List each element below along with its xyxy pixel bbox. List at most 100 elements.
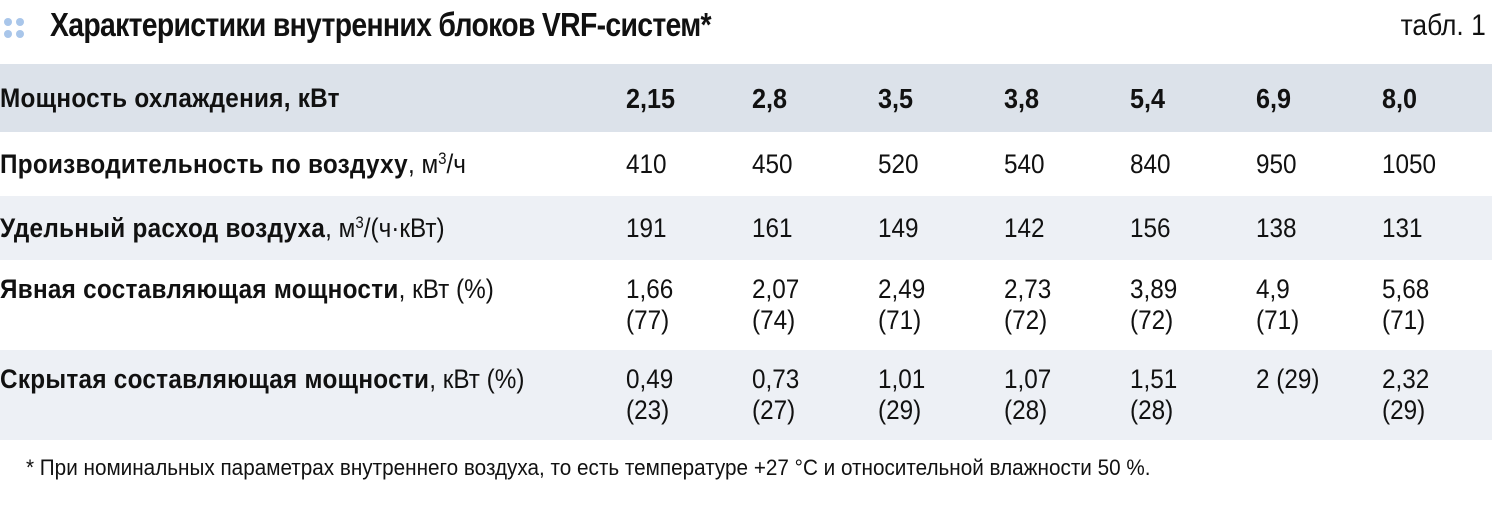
table-cell: 2,32 (29) [1382,350,1492,440]
cell-line: 161 [752,212,793,243]
cell-line: 8,0 [1382,82,1418,114]
cell-line: 2,49 [878,274,926,304]
cell-line: 1050 [1382,148,1437,179]
table-row: Скрытая составляющая мощности, кВт (%) 0,… [0,350,1492,440]
table-header: Характеристики внутренних блоков VRF-сис… [0,0,1492,56]
cell-line: 2,73 [1004,274,1052,304]
table-cell: 1,01 (29) [878,350,1004,440]
row-label: Мощность охлаждения, кВт [0,64,626,132]
table-cell: 4,9 (71) [1256,260,1382,350]
cell-line: (23) [626,395,670,425]
cell-line: 540 [1004,148,1045,179]
table-cell: 410 [626,132,752,196]
table-cell: 138 [1256,196,1382,260]
row-label-unit: , м [407,148,439,179]
cell-line: (77) [626,305,670,335]
table-cell: 450 [752,132,878,196]
row-label-bold: Мощность охлаждения, кВт [0,82,340,113]
table-cell: 840 [1130,132,1256,196]
cell-line: 149 [878,212,919,243]
cell-line: (29) [878,395,922,425]
table-cell: 131 [1382,196,1492,260]
row-label: Производительность по воздуху, м3/ч [0,132,626,196]
table-row: Мощность охлаждения, кВт 2,15 2,8 3,5 3,8 5,4… [0,64,1492,132]
row-label: Удельный расход воздуха, м3/(ч·кВт) [0,196,626,260]
cell-line: 142 [1004,212,1045,243]
table-cell: 2,07 (74) [752,260,878,350]
cell-line: 1,51 [1130,364,1178,394]
row-label-unit-sup: 3 [355,212,364,232]
cell-line: (71) [878,305,922,335]
page-title: Характеристики внутренних блоков VRF-сис… [50,6,712,43]
cell-line: (27) [752,395,796,425]
cell-line: (72) [1130,305,1174,335]
table-cell: 2,8 [752,64,878,132]
row-label-unit: , м [325,212,356,243]
row-label-unit-after: /ч [446,148,466,179]
table-cell: 540 [1004,132,1130,196]
cell-line: 4,9 [1256,274,1290,304]
specs-table: Мощность охлаждения, кВт 2,15 2,8 3,5 3,8 5,4… [0,64,1492,440]
cell-line: 1,01 [878,364,926,394]
table-row: Явная составляющая мощности, кВт (%) 1,66… [0,260,1492,350]
table-cell: 520 [878,132,1004,196]
table-cell: 6,9 [1256,64,1382,132]
cell-line: (28) [1004,395,1048,425]
cell-line: 1,07 [1004,364,1052,394]
cell-line: 950 [1256,148,1297,179]
cell-line: 520 [878,148,919,179]
table-cell: 161 [752,196,878,260]
table-cell: 191 [626,196,752,260]
table-cell: 1,07 (28) [1004,350,1130,440]
row-label-bold: Скрытая составляющая мощности [0,364,430,394]
cell-line: (29) [1382,395,1426,425]
table-cell: 2 (29) [1256,350,1382,440]
table-cell: 142 [1004,196,1130,260]
table-cell: 5,4 [1130,64,1256,132]
cell-line: (74) [752,305,796,335]
row-label: Явная составляющая мощности, кВт (%) [0,260,626,350]
cell-line: 131 [1382,212,1423,243]
row-label-unit-sup: 3 [438,148,447,168]
cell-line: (72) [1004,305,1048,335]
table-cell: 3,5 [878,64,1004,132]
row-label-unit: , кВт (%) [398,274,494,304]
cell-line: 450 [752,148,793,179]
cell-line: 2,8 [752,82,788,114]
table-cell: 1,66 (77) [626,260,752,350]
table-cell: 950 [1256,132,1382,196]
cell-line: 138 [1256,212,1297,243]
cell-line: 5,68 [1382,274,1430,304]
cell-line: (71) [1382,305,1426,335]
row-label-unit-after: /(ч·кВт) [363,212,445,243]
table-cell: 3,8 [1004,64,1130,132]
table-cell: 1,51 (28) [1130,350,1256,440]
table-cell: 2,49 (71) [878,260,1004,350]
footnote: * При номинальных параметрах внутреннего… [26,455,1151,480]
cell-line: 3,8 [1004,82,1040,114]
cell-line: (71) [1256,305,1300,335]
table-cell: 5,68 (71) [1382,260,1492,350]
table-row: Производительность по воздуху, м3/ч 410 45… [0,132,1492,196]
cell-line: 0,73 [752,364,800,394]
table-cell: 0,49 (23) [626,350,752,440]
table-cell: 156 [1130,196,1256,260]
cell-line: 1,66 [626,274,674,304]
cell-line: 410 [626,148,667,179]
table-cell: 2,73 (72) [1004,260,1130,350]
cell-line: 6,9 [1256,82,1292,114]
cell-line: 3,89 [1130,274,1178,304]
cell-line: (28) [1130,395,1174,425]
cell-line: 2,15 [626,82,676,114]
row-label: Скрытая составляющая мощности, кВт (%) [0,350,626,440]
row-label-bold: Удельный расход воздуха [0,212,326,243]
row-label-unit: , кВт (%) [429,364,525,394]
table-cell: 3,89 (72) [1130,260,1256,350]
cell-line: 5,4 [1130,82,1166,114]
table-number: табл. 1 [1400,9,1486,42]
cell-line: 2 (29) [1256,364,1320,394]
table-cell: 2,15 [626,64,752,132]
table-cell: 0,73 (27) [752,350,878,440]
cell-line: 0,49 [626,364,674,394]
bullet-dots-icon [4,18,30,40]
